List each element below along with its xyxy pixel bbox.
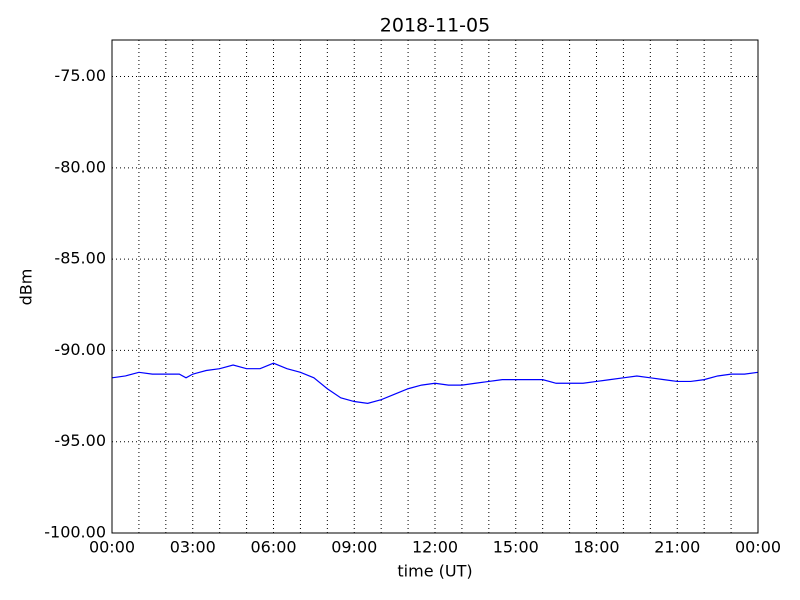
x-tick-label: 00:00 [89, 538, 135, 557]
x-tick-label: 15:00 [493, 538, 539, 557]
y-tick-label: -100.00 [44, 523, 106, 542]
x-tick-label: 00:00 [735, 538, 781, 557]
x-tick-label: 18:00 [573, 538, 619, 557]
y-tick-label: -80.00 [54, 157, 106, 176]
y-tick-label: -85.00 [54, 249, 106, 268]
x-tick-label: 06:00 [250, 538, 296, 557]
y-axis-label: dBm [17, 269, 36, 306]
x-tick-label: 21:00 [654, 538, 700, 557]
y-tick-label: -90.00 [54, 340, 106, 359]
data-line [111, 362, 759, 404]
y-tick-label: -75.00 [54, 66, 106, 85]
y-tick-label: -95.00 [54, 431, 106, 450]
plot-frame [111, 39, 759, 534]
chart-title: 2018-11-05 [380, 15, 490, 37]
x-axis-label: time (UT) [397, 562, 472, 581]
x-tick-label: 09:00 [331, 538, 377, 557]
x-tick-label: 12:00 [412, 538, 458, 557]
x-tick-label: 03:00 [170, 538, 216, 557]
